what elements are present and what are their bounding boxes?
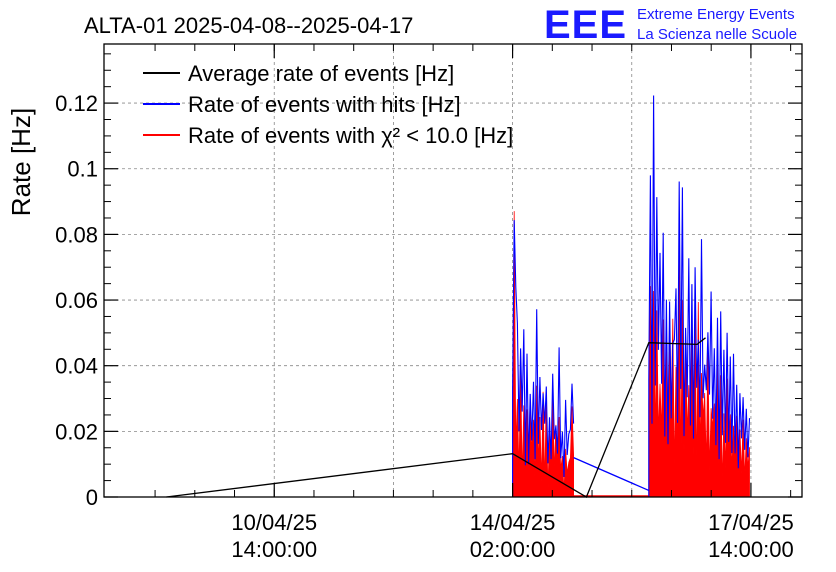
y-tick-label: 0.06	[55, 288, 98, 313]
plot-frame	[103, 43, 803, 498]
legend-label: Rate of events with hits [Hz]	[188, 92, 461, 117]
x-tick-label-date: 14/04/25	[470, 510, 556, 535]
y-axis-label: Rate [Hz]	[6, 108, 36, 216]
y-tick-label: 0.04	[55, 354, 98, 379]
x-tick-label-time: 02:00:00	[470, 537, 556, 562]
legend-label: Rate of events with χ² < 10.0 [Hz]	[188, 123, 513, 148]
logo-mark: EEE	[544, 3, 627, 47]
x-tick-label-date: 17/04/25	[708, 510, 794, 535]
y-tick-label: 0	[86, 485, 98, 510]
grid-lines	[104, 44, 802, 497]
logo-line1: Extreme Energy Events	[637, 6, 795, 23]
series-hits-line	[512, 220, 575, 497]
y-tick-label: 0.12	[55, 91, 98, 116]
series-average-line	[166, 337, 706, 498]
y-tick-label: 0.1	[67, 157, 98, 182]
y-axis: 0 0.02 0.04 0.06 0.08 0.1 0.12	[55, 53, 802, 510]
x-axis: 10/04/2514:00:0014/04/2502:00:0017/04/25…	[154, 44, 794, 562]
x-tick-label-time: 14:00:00	[708, 537, 794, 562]
y-tick-label: 0.08	[55, 222, 98, 247]
x-tick-label-date: 10/04/25	[231, 510, 317, 535]
x-tick-label-time: 14:00:00	[231, 537, 317, 562]
eee-logo: EEE Extreme Energy Events La Scienza nel…	[544, 3, 797, 47]
chart-title: ALTA-01 2025-04-08--2025-04-17	[84, 13, 413, 38]
series-hits-line	[648, 95, 751, 497]
y-tick-label: 0.02	[55, 419, 98, 444]
legend-label: Average rate of events [Hz]	[188, 61, 454, 86]
logo-line2: La Scienza nelle Scuole	[637, 26, 797, 43]
series-hits-gap	[573, 457, 650, 492]
series-layer	[166, 95, 751, 498]
legend: Average rate of events [Hz] Rate of event…	[143, 61, 513, 148]
